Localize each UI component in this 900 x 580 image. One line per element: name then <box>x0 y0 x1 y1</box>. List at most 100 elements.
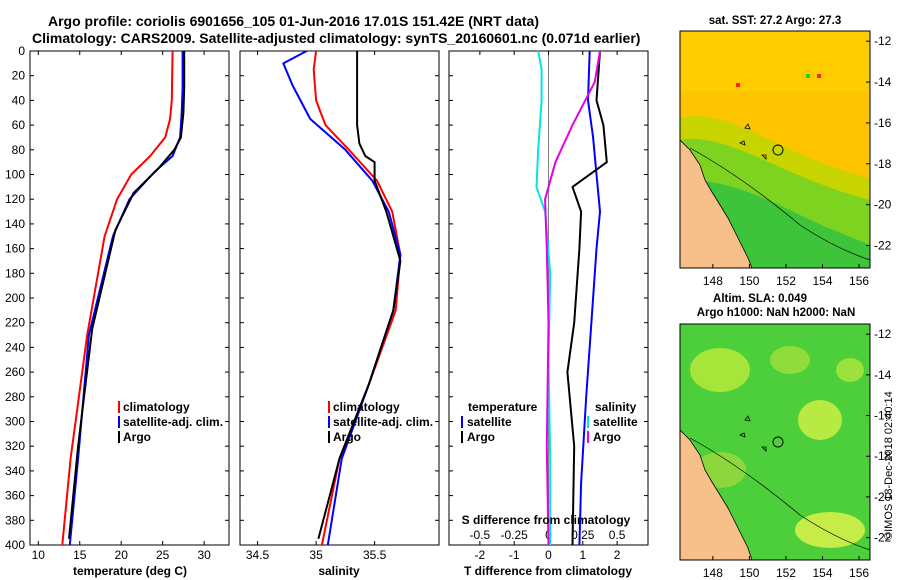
sla-map <box>679 323 871 561</box>
map-x-tick-label: 150 <box>739 274 759 288</box>
legend-swatch-s-argo <box>587 431 589 443</box>
map-axes: 148 150 152 154 156 -12 -14 -16 -18 -20 -22 148 150 1… <box>703 34 892 580</box>
series-line-salinity-argo <box>544 51 601 545</box>
series-group <box>535 51 608 545</box>
depth-tick-label: 80 <box>12 143 26 157</box>
x-tick-label: 20 <box>115 548 129 562</box>
x-tick-label: 2 <box>614 548 621 562</box>
legend-swatch-argo <box>328 431 330 443</box>
s-tick-label: 0.5 <box>609 528 626 542</box>
legend-label-climatology: climatology <box>333 400 400 414</box>
legend-swatch-t-argo <box>461 431 463 443</box>
depth-tick-label: 120 <box>5 192 25 206</box>
x-tick-label: 35 <box>309 548 323 562</box>
difference-plot: -2 -1 0 1 2-0.5 -0.25 0 0.25 0.5 <box>470 51 626 562</box>
figure-title-line-2: Climatology: CARS2009. Satellite-adjuste… <box>32 30 640 46</box>
legend-label-satellite: satellite-adj. clim. <box>333 415 433 429</box>
depth-tick-label: 200 <box>5 291 25 305</box>
sla-anomaly-patch <box>690 348 750 392</box>
sst-map-title: sat. SST: 27.2 Argo: 27.3 <box>709 15 842 27</box>
depth-tick-label: 220 <box>5 316 25 330</box>
legend-label-s-satellite: satellite <box>593 415 638 429</box>
depth-tick-label: 260 <box>5 365 25 379</box>
sla-anomaly-patch <box>795 512 865 548</box>
legend-swatch-satellite <box>118 416 120 428</box>
legend-swatch-t-satellite <box>461 416 463 428</box>
x-tick-label: 0 <box>545 548 552 562</box>
legend-label-argo: Argo <box>333 430 361 444</box>
x-tick-label: 34.5 <box>246 548 270 562</box>
depth-tick-label: 380 <box>5 513 25 527</box>
s-tick-label: -0.25 <box>501 528 529 542</box>
temperature-panel-frame <box>29 50 230 546</box>
map-x-tick-label: 148 <box>703 566 723 580</box>
legend-label-t-argo: Argo <box>467 430 495 444</box>
map-y-tick-label: -16 <box>874 116 892 130</box>
temperature-axis-label: temperature (deg C) <box>73 564 187 578</box>
series-line-satellite-adj-clim <box>68 51 184 545</box>
s-tick-label: 0.25 <box>571 528 595 542</box>
map-x-tick-label: 150 <box>739 566 759 580</box>
series-line-climatology <box>61 51 174 545</box>
map-y-tick-label: -22 <box>874 239 892 253</box>
legend-swatch-argo <box>118 431 120 443</box>
depth-tick-label: 320 <box>5 439 25 453</box>
depth-tick-label: 40 <box>12 93 26 107</box>
salinity-plot: 34.5 35 35.5 <box>246 51 402 562</box>
salinity-axis-label: salinity <box>318 564 360 578</box>
legend-label-s-argo: Argo <box>593 430 621 444</box>
depth-tick-label: 0 <box>18 44 25 58</box>
legend-label-t-satellite: satellite <box>467 415 512 429</box>
map-x-tick-label: 154 <box>812 274 832 288</box>
sla-anomaly-patch <box>798 400 842 440</box>
sla-anomaly-patch <box>770 346 810 374</box>
sla-land-mass <box>680 429 753 560</box>
sla-map-title-line-1: Altim. SLA: 0.049 <box>713 293 807 305</box>
depth-tick-label: 240 <box>5 340 25 354</box>
sst-bathymetry-contour <box>689 147 870 261</box>
depth-tick-label: 20 <box>12 69 26 83</box>
x-tick-label: 15 <box>73 548 87 562</box>
depth-axis: 0 20 40 60 80 100 120 140 160 180 200 220 240 260 280 3… <box>5 44 648 552</box>
map-y-tick-label: -12 <box>874 327 892 341</box>
series-line-salinity-satellite <box>535 51 552 545</box>
map-y-tick-label: -22 <box>874 531 892 545</box>
map-x-tick-label: 148 <box>703 274 723 288</box>
temperature-legend: climatology satellite-adj. clim. Argo <box>118 400 223 444</box>
legend-label-argo: Argo <box>123 430 151 444</box>
depth-tick-label: 100 <box>5 168 25 182</box>
x-tick-label: 10 <box>32 548 46 562</box>
map-x-tick-label: 156 <box>849 274 869 288</box>
map-y-tick-label: -18 <box>874 449 892 463</box>
x-tick-label: -2 <box>475 548 486 562</box>
sst-profile-marker <box>817 74 821 78</box>
x-tick-label: 25 <box>156 548 170 562</box>
depth-tick-label: 280 <box>5 390 25 404</box>
map-y-tick-label: -20 <box>874 490 892 504</box>
s-tick-label: -0.5 <box>470 528 491 542</box>
map-x-tick-label: 152 <box>776 566 796 580</box>
legend-title-temperature: temperature <box>468 400 538 414</box>
legend-label-satellite: satellite-adj. clim. <box>123 415 223 429</box>
t-difference-axis-label: T difference from climatology <box>464 564 632 578</box>
series-group <box>61 51 186 545</box>
series-group <box>282 51 402 545</box>
depth-tick-label: 60 <box>12 118 26 132</box>
sla-bathymetry-contour <box>689 437 870 551</box>
difference-legend: temperature satellite Argo salinity sate… <box>461 400 638 444</box>
sst-land-mass <box>680 139 753 268</box>
s-difference-axis-label: S difference from climatology <box>462 513 631 527</box>
depth-tick-label: 360 <box>5 489 25 503</box>
depth-tick-label: 300 <box>5 415 25 429</box>
legend-swatch-s-satellite <box>587 416 589 428</box>
depth-tick-label: 400 <box>5 538 25 552</box>
sla-anomaly-patch <box>836 358 864 382</box>
depth-tick-label: 180 <box>5 266 25 280</box>
figure-title-line-1: Argo profile: coriolis 6901656_105 01-Ju… <box>48 13 539 29</box>
legend-swatch-climatology <box>118 401 120 413</box>
series-line-temperature-satellite <box>578 51 601 545</box>
sst-argo-marker <box>736 83 740 87</box>
sst-argo-marker-secondary <box>806 74 810 78</box>
